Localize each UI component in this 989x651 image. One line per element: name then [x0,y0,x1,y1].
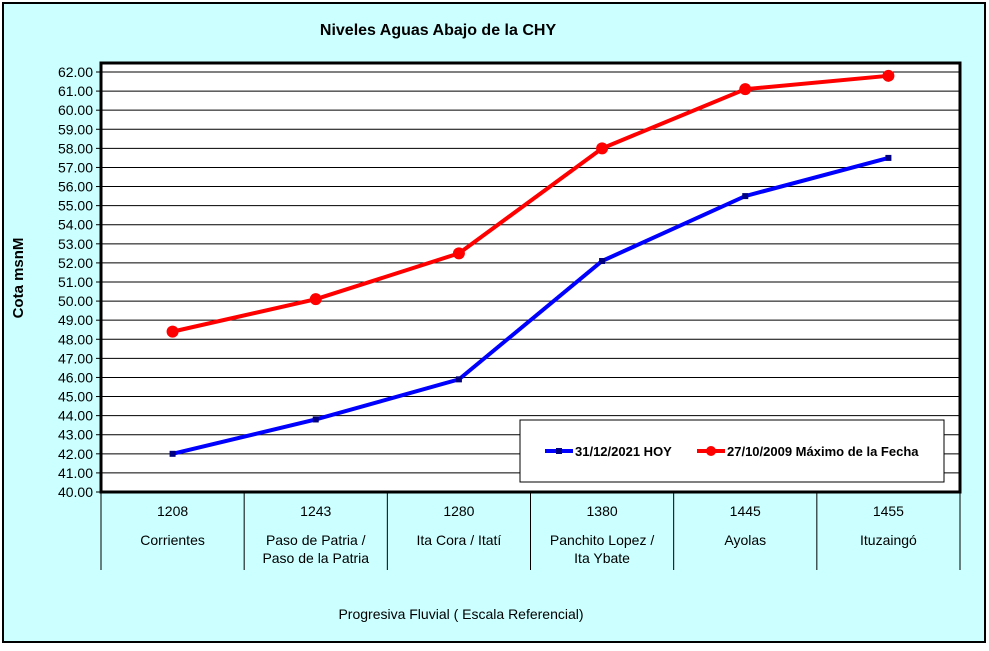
data-point [312,416,319,423]
y-axis-label: Cota msnM [10,238,27,319]
series-line-1 [172,155,889,456]
data-point [885,154,892,161]
data-point [742,193,749,200]
category-name-label: Paso de la Patria [262,550,369,566]
y-tick-label: 51.00 [58,274,93,290]
y-tick-label: 54.00 [58,217,93,233]
category-name-label: Ita Cora / Itatí [417,532,502,548]
data-point [882,69,895,82]
y-tick-label: 55.00 [58,198,93,214]
y-tick-label: 60.00 [58,102,93,118]
y-tick-label: 57.00 [58,159,93,175]
data-point [309,293,322,306]
data-point [739,83,752,96]
legend-label: 27/10/2009 Máximo de la Fecha [727,444,919,459]
x-axis-label: Progresiva Fluvial ( Escala Referencial) [338,606,583,622]
series-line-2 [172,73,889,334]
category-code-label: 1243 [300,503,331,519]
y-tick-label: 50.00 [58,293,93,309]
category-name-label: Corrientes [140,532,205,548]
y-tick-label: 61.00 [58,83,93,99]
y-tick-label: 53.00 [58,236,93,252]
category-code-label: 1280 [443,503,474,519]
data-point [596,142,609,155]
data-point [169,450,176,457]
y-tick-label: 48.00 [58,331,93,347]
data-point [455,376,462,383]
category-name-label: Ayolas [724,532,766,548]
category-code-label: 1208 [157,503,188,519]
data-point [166,325,179,338]
category-name-label: Ita Ybate [574,550,630,566]
category-name-label: Ituzaingó [860,532,917,548]
legend-marker [706,446,716,456]
y-tick-label: 42.00 [58,446,93,462]
y-tick-label: 44.00 [58,408,93,424]
data-point [452,247,465,260]
data-point [599,258,606,264]
y-tick-label: 47.00 [58,350,93,366]
y-tick-label: 46.00 [58,369,93,385]
y-tick-label: 41.00 [58,465,93,481]
y-tick-label: 56.00 [58,179,93,195]
category-code-label: 1455 [873,503,904,519]
y-tick-label: 62.00 [58,64,93,80]
y-tick-label: 52.00 [58,255,93,271]
legend: 31/12/2021 HOY 27/10/2009 Máximo de la Fe… [519,419,945,483]
legend-marker [556,448,562,454]
y-tick-label: 45.00 [58,389,93,405]
legend-label: 31/12/2021 HOY [575,444,672,459]
y-tick-label: 49.00 [58,312,93,328]
y-tick-label: 43.00 [58,427,93,443]
y-tick-label: 40.00 [58,484,93,500]
category-code-label: 1445 [730,503,761,519]
category-name-label: Paso de Patria / [266,532,366,548]
y-tick-label: 59.00 [58,121,93,137]
chart-title: Niveles Aguas Abajo de la CHY [320,22,557,39]
y-tick-label: 58.00 [58,140,93,156]
category-name-label: Panchito Lopez / [550,532,654,548]
category-code-label: 1380 [587,503,618,519]
